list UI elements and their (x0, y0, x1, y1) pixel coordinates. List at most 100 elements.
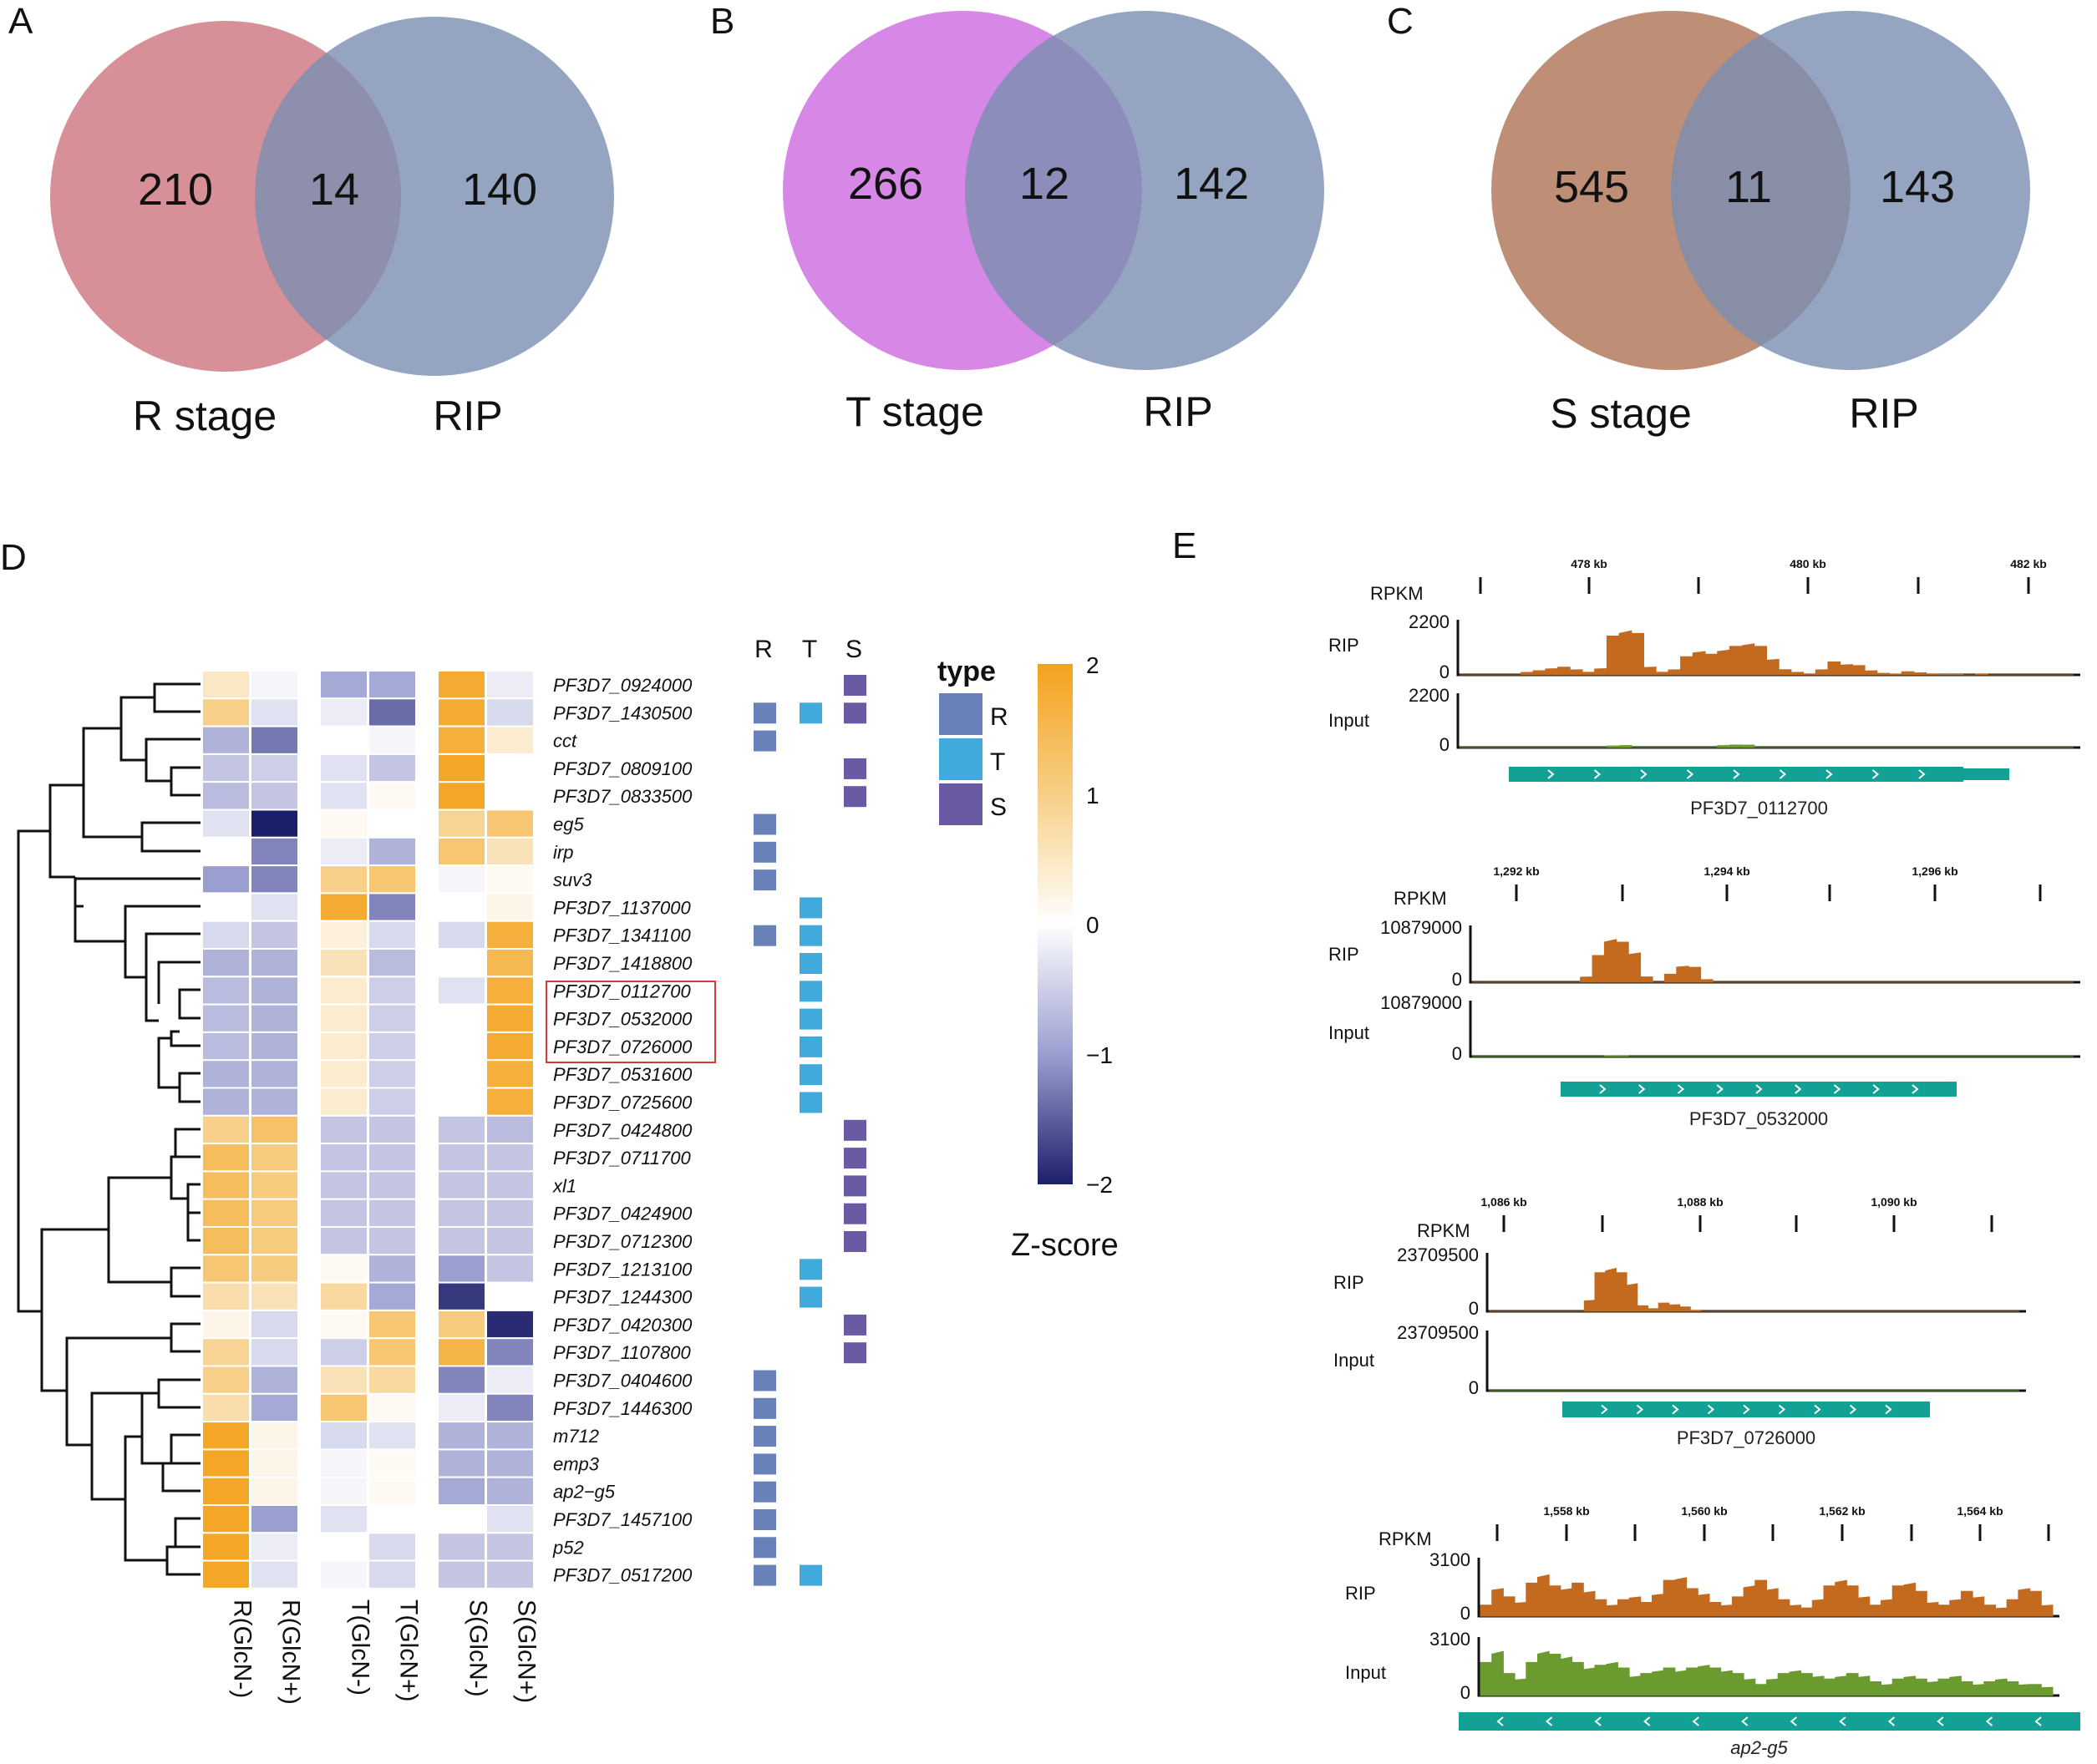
rip-max-label: 23709500 (1397, 1244, 1479, 1265)
heatmap-cell (319, 1254, 368, 1284)
heatmap-cell (368, 836, 417, 867)
dendrogram-link (124, 1435, 167, 1562)
heatmap-cell (368, 1532, 417, 1562)
venn-b-left-count: 266 (848, 159, 923, 209)
heatmap-cell (319, 1059, 368, 1089)
heatmap-cell (437, 836, 486, 867)
heatmap-cell (437, 976, 486, 1006)
type-annotation-mark-r (754, 702, 776, 724)
type-annotation-mark-t (800, 1008, 822, 1030)
heatmap-cell (368, 1559, 417, 1589)
gene-name-label: PF3D7_0112700 (1690, 798, 1828, 819)
heatmap-cell (437, 1031, 486, 1062)
panel-letter-e: E (1172, 525, 1196, 566)
heatmap-cell (368, 1254, 417, 1284)
colorbar-tick-neg1: −1 (1086, 1042, 1113, 1068)
heatmap-cell (319, 1087, 368, 1117)
dendrogram-link (65, 1336, 171, 1447)
heatmap-row-label: PF3D7_1137000 (553, 897, 691, 918)
heatmap-cell (250, 1504, 299, 1534)
heatmap-cell (368, 1031, 417, 1062)
heatmap-cell (250, 1448, 299, 1478)
strand-arrow (1912, 1084, 1919, 1094)
heatmap-cell (485, 948, 535, 978)
colorbar-tick-1: 1 (1086, 783, 1099, 808)
heatmap-cell (485, 1309, 535, 1340)
input-zero-label: 0 (1452, 1043, 1462, 1064)
heatmap-cell (368, 1448, 417, 1478)
track-group-3: 1,086 kb 1,088 kb 1,090 kb RPKM RIP Input 2370… (1333, 1195, 2026, 1448)
heatmap-cell (437, 948, 486, 978)
heatmap-column-label: R(GlcN-) (229, 1599, 256, 1698)
strand-arrow (1640, 769, 1648, 779)
input-zero-label: 0 (1469, 1377, 1479, 1398)
strand-arrow (1918, 769, 1926, 779)
heatmap-cell (485, 725, 535, 755)
heatmap-row-label: PF3D7_1418800 (553, 953, 693, 974)
heatmap-cell (319, 1031, 368, 1062)
input-max-label: 23709500 (1397, 1322, 1479, 1343)
coord-tick-label: 1,562 kb (1819, 1504, 1865, 1518)
heatmap-row-label: PF3D7_0424900 (553, 1204, 693, 1224)
heatmap-cell (201, 725, 251, 755)
heatmap-cell (368, 1198, 417, 1228)
heatmap-cell (250, 1226, 299, 1256)
heatmap-column-label: T(GlcN+) (395, 1599, 423, 1702)
colorbar-tick-2: 2 (1086, 652, 1099, 678)
coord-tick-label: 1,564 kb (1957, 1504, 2003, 1518)
type-annotation-mark-s (844, 1342, 866, 1364)
coord-tick-label: 482 kb (2010, 557, 2047, 570)
dendrogram-link (74, 877, 201, 908)
venn-c: 545 11 143 S stage RIP (1491, 11, 2030, 437)
heatmap-cell (319, 1421, 368, 1451)
type-legend-swatch-t (939, 738, 982, 780)
type-annotation-mark-t (800, 1064, 822, 1086)
rip-coverage-area (1460, 630, 2074, 676)
heatmap-cell (368, 808, 417, 839)
strand-arrow (1741, 1716, 1749, 1726)
type-annotation-mark-s (844, 1231, 866, 1252)
venn-a-right-circle (255, 17, 614, 376)
heatmap-cell (201, 864, 251, 895)
heatmap-cell (368, 1143, 417, 1173)
heatmap-column-label: T(GlcN-) (347, 1599, 374, 1696)
heatmap-row-label: emp3 (553, 1453, 600, 1474)
dendrogram-link (174, 1128, 201, 1158)
heatmap-cell (250, 1087, 299, 1117)
heatmap-cell (201, 1504, 251, 1534)
heatmap-cell (485, 1421, 535, 1451)
gene-model (1561, 1082, 1957, 1097)
heatmap-cell (319, 1114, 368, 1145)
heatmap-cell (437, 1448, 486, 1478)
coord-tick-label: 480 kb (1790, 557, 1826, 570)
strand-arrow (1937, 1716, 1944, 1726)
heatmap-cell (368, 976, 417, 1006)
heatmap-cell (201, 1170, 251, 1200)
heatmap-cell (201, 892, 251, 922)
dendrogram-link (170, 1155, 188, 1200)
heatmap-cell (319, 1559, 368, 1589)
heatmap-cell (250, 781, 299, 811)
panel-letter-a: A (8, 1, 33, 42)
heatmap-cell (319, 948, 368, 978)
heatmap-cell (437, 753, 486, 783)
input-zero-label: 0 (1460, 1682, 1470, 1703)
dendrogram-link (48, 783, 84, 879)
heatmap-cell (319, 1170, 368, 1200)
heatmap-cell (437, 1559, 486, 1589)
heatmap-row-label: PF3D7_1107800 (553, 1342, 691, 1363)
heatmap-cells (201, 670, 535, 1589)
strand-arrow (1743, 1404, 1750, 1415)
type-annotation-mark-s (844, 1314, 866, 1336)
strand-arrow (1677, 1084, 1685, 1094)
heatmap-cell (319, 1504, 368, 1534)
heatmap-cell (250, 1421, 299, 1451)
heatmap-cell (437, 670, 486, 700)
heatmap-cell (485, 1143, 535, 1173)
heatmap-row-label: PF3D7_0531600 (553, 1064, 693, 1085)
gene-model (1459, 1712, 2080, 1731)
venn-b-right-circle (965, 11, 1324, 370)
heatmap-row-label: PF3D7_1341100 (553, 925, 691, 946)
heatmap-cell (437, 725, 486, 755)
strand-arrow (1594, 1716, 1602, 1726)
